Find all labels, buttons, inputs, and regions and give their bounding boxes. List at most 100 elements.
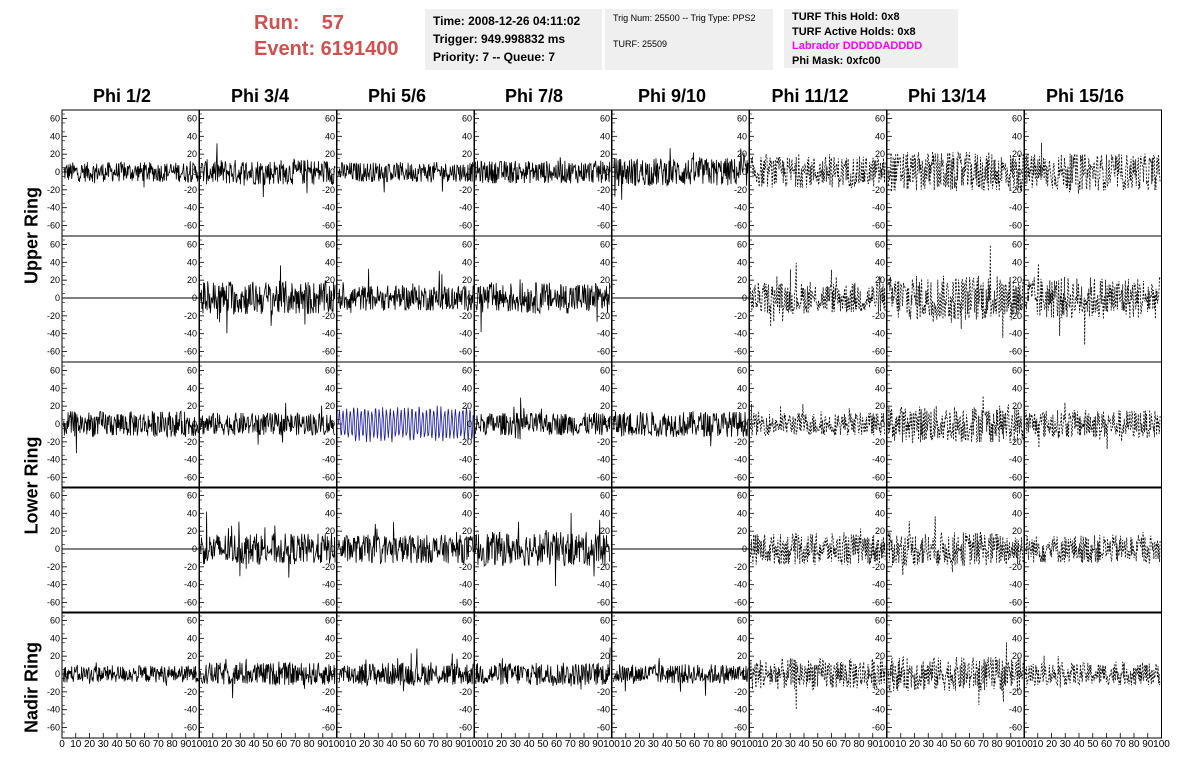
y-tick-label: -20 [1009, 437, 1022, 447]
y-tick-label: -60 [872, 347, 885, 357]
y-tick-label: -40 [872, 580, 885, 590]
y-tick-label: -40 [47, 329, 60, 339]
y-tick-label: 20 [875, 275, 885, 285]
y-tick-label: 40 [737, 508, 747, 518]
waveform-trace-dashed [750, 658, 886, 710]
x-tick-label: 20 [771, 739, 783, 750]
y-tick-label: 20 [325, 275, 335, 285]
y-tick-label: 40 [325, 633, 335, 643]
y-tick-label: 20 [187, 149, 197, 159]
y-tick-label: 40 [462, 633, 472, 643]
y-tick-label: 60 [50, 239, 60, 249]
x-tick-label: 30 [510, 739, 522, 750]
y-tick-label: 40 [187, 383, 197, 393]
priority-text: Priority: 7 -- Queue: 7 [433, 50, 556, 64]
y-tick-label: 0 [605, 167, 610, 177]
y-tick-label: 0 [605, 293, 610, 303]
y-tick-label: 40 [600, 508, 610, 518]
x-tick-label: 70 [565, 739, 577, 750]
y-tick-label: -60 [872, 723, 885, 733]
y-tick-label: 0 [467, 544, 472, 554]
y-tick-label: 40 [325, 131, 335, 141]
y-tick-label: -60 [184, 221, 197, 231]
x-tick-label: 100 [328, 739, 345, 750]
x-tick-label: 100 [191, 739, 208, 750]
y-tick-label: 40 [187, 508, 197, 518]
turf-active-text: TURF Active Holds: 0x8 [792, 25, 916, 38]
y-tick-label: 0 [330, 669, 335, 679]
y-tick-label: -40 [459, 329, 472, 339]
y-tick-label: 60 [875, 490, 885, 500]
x-tick-label: 30 [648, 739, 660, 750]
y-tick-label: 0 [1017, 669, 1022, 679]
trig-num-text: Trig Num: 25500 -- Trig Type: PPS2 [613, 13, 756, 23]
y-tick-label: -20 [459, 185, 472, 195]
y-tick-label: 60 [600, 490, 610, 500]
y-tick-label: -40 [459, 203, 472, 213]
y-tick-label: -40 [47, 455, 60, 465]
y-tick-label: 0 [192, 419, 197, 429]
y-tick-label: -20 [1009, 562, 1022, 572]
y-tick-label: -40 [872, 203, 885, 213]
waveform-trace [338, 161, 474, 193]
y-tick-label: 40 [1012, 131, 1022, 141]
y-tick-label: -40 [184, 455, 197, 465]
x-tick-label: 0 [59, 739, 65, 750]
y-tick-label: 0 [55, 293, 60, 303]
y-tick-label: 60 [875, 113, 885, 123]
waveform-trace [338, 648, 474, 692]
panel-frame [1023, 486, 1162, 614]
y-tick-label: 60 [462, 113, 472, 123]
y-tick-label: 20 [600, 526, 610, 536]
y-tick-label: -40 [597, 580, 610, 590]
y-tick-label: 60 [875, 615, 885, 625]
y-tick-label: -20 [184, 185, 197, 195]
x-tick-label: 50 [812, 739, 824, 750]
x-tick-label: 50 [262, 739, 274, 750]
y-tick-label: 40 [1012, 257, 1022, 267]
y-tick-label: 0 [880, 167, 885, 177]
y-tick-label: 40 [600, 257, 610, 267]
y-tick-label: -60 [47, 473, 60, 483]
y-tick-label: 60 [875, 239, 885, 249]
y-tick-label: -20 [872, 562, 885, 572]
y-tick-label: 40 [737, 383, 747, 393]
y-tick-label: 0 [192, 544, 197, 554]
y-tick-label: -40 [322, 580, 335, 590]
column-label-phi-1-2: Phi 1/2 [92, 86, 152, 106]
waveform-trace [475, 512, 611, 587]
y-tick-label: 60 [50, 365, 60, 375]
waveform-trace [63, 410, 199, 454]
y-tick-label: 40 [875, 257, 885, 267]
y-tick-label: -60 [1009, 473, 1022, 483]
panel-frame [61, 235, 200, 363]
y-tick-label: -20 [872, 311, 885, 321]
y-tick-label: -20 [872, 185, 885, 195]
waveform-trace [613, 411, 749, 447]
waveform-trace [200, 265, 336, 334]
y-tick-label: 0 [192, 293, 197, 303]
y-tick-label: -40 [734, 203, 747, 213]
y-tick-label: -20 [47, 437, 60, 447]
y-tick-label: 60 [1012, 615, 1022, 625]
y-tick-label: 40 [50, 257, 60, 267]
y-tick-label: 20 [325, 149, 335, 159]
y-tick-label: -40 [184, 580, 197, 590]
y-tick-label: -40 [322, 455, 335, 465]
x-tick-label: 40 [936, 739, 948, 750]
y-tick-label: 20 [600, 149, 610, 159]
y-tick-label: -60 [184, 347, 197, 357]
y-tick-label: -40 [459, 455, 472, 465]
x-tick-label: 90 [730, 739, 742, 750]
y-tick-label: -40 [734, 329, 747, 339]
x-tick-label: 30 [373, 739, 385, 750]
y-tick-label: 20 [187, 651, 197, 661]
x-tick-label: 60 [276, 739, 288, 750]
y-tick-label: -60 [734, 347, 747, 357]
y-tick-label: 60 [462, 239, 472, 249]
waveform-trace-dashed [750, 528, 886, 566]
y-tick-label: 60 [325, 239, 335, 249]
x-tick-label: 70 [703, 739, 715, 750]
y-tick-label: -40 [872, 329, 885, 339]
waveform-trace-dashed [888, 516, 1024, 576]
